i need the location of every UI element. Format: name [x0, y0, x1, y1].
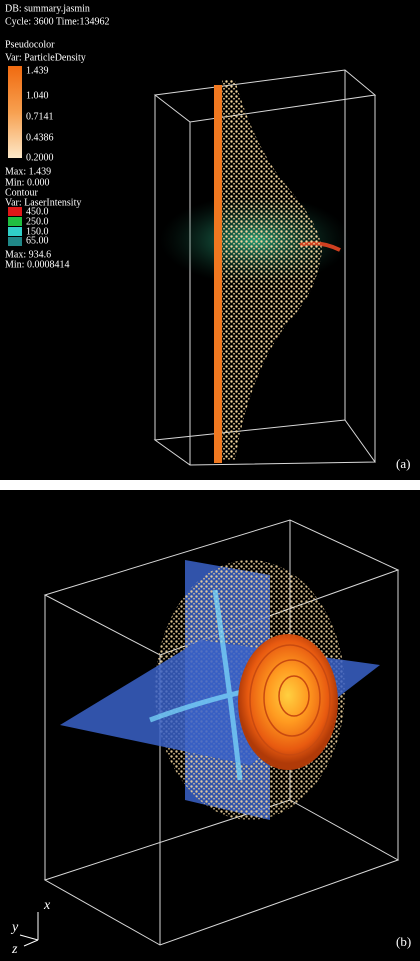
- db-label: DB: summary.jasmin: [5, 3, 90, 14]
- axis-label: x: [43, 898, 51, 913]
- panel-a: DB: summary.jasmin Cycle: 3600 Time:1349…: [0, 0, 420, 480]
- var-label: Var: ParticleDensity: [5, 52, 86, 63]
- color-bar: [8, 66, 22, 158]
- axis-label: z: [11, 942, 18, 957]
- max-label: Max: 1.439: [5, 166, 51, 177]
- color-bar-label: 0.7141: [26, 111, 54, 122]
- contour-level: 65.00: [26, 235, 49, 246]
- min-label: Min: 0.0008414: [5, 259, 69, 270]
- color-bar-label: 0.2000: [26, 152, 54, 163]
- contour-swatch: [8, 217, 22, 226]
- panel-label: (b): [396, 934, 411, 949]
- page: DB: summary.jasmin Cycle: 3600 Time:1349…: [0, 0, 420, 961]
- particle-plane: [214, 85, 222, 463]
- plot-label: Pseudocolor: [5, 39, 55, 50]
- laser-disc: [238, 634, 338, 770]
- figure: DB: summary.jasmin Cycle: 3600 Time:1349…: [0, 0, 420, 961]
- contour-swatch: [8, 207, 22, 216]
- color-bar-label: 1.439: [26, 65, 49, 76]
- color-bar-label: 1.040: [26, 90, 49, 101]
- cycle-label: Cycle: 3600 Time:134962: [5, 16, 109, 27]
- axis-label: y: [10, 920, 19, 935]
- color-bar-label: 0.4386: [26, 132, 54, 143]
- panel-label: (a): [396, 456, 410, 471]
- panel-b: x y z (b): [0, 490, 420, 961]
- contour-swatch: [8, 237, 22, 246]
- contour-swatch: [8, 227, 22, 236]
